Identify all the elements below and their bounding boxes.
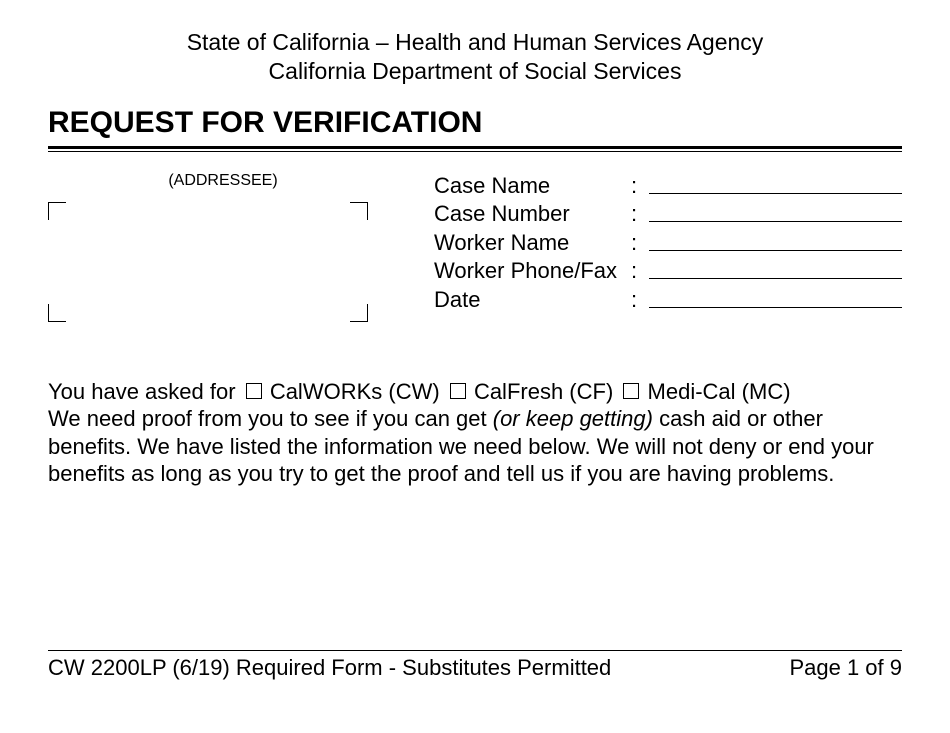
checkbox-medical[interactable] — [623, 383, 639, 399]
field-worker-phone: Worker Phone/Fax: — [434, 257, 902, 286]
form-title: REQUEST FOR VERIFICATION — [48, 106, 902, 140]
corner-icon — [48, 304, 66, 322]
footer: CW 2200LP (6/19) Required Form - Substit… — [48, 650, 902, 681]
case-fields: Case Name: Case Number: Worker Name: Wor… — [378, 172, 902, 315]
addressee-box — [48, 202, 368, 322]
page-number: Page 1 of 9 — [789, 655, 902, 681]
form-id: CW 2200LP (6/19) Required Form - Substit… — [48, 655, 611, 681]
agency-line: State of California – Health and Human S… — [48, 28, 902, 57]
field-label: Worker Name — [434, 229, 631, 258]
option-calfresh: CalFresh (CF) — [474, 379, 613, 404]
colon: : — [631, 257, 637, 286]
intro-text: You have asked for — [48, 379, 236, 404]
footer-rule — [48, 650, 902, 651]
body-text: You have asked for CalWORKs (CW) CalFres… — [48, 378, 902, 488]
colon: : — [631, 172, 637, 201]
colon: : — [631, 200, 637, 229]
field-case-number: Case Number: — [434, 200, 902, 229]
title-rule — [48, 146, 902, 152]
info-row: (ADDRESSEE) Case Name: Case Number: Work… — [48, 172, 902, 322]
corner-icon — [350, 304, 368, 322]
corner-icon — [48, 202, 66, 220]
option-calworks: CalWORKs (CW) — [270, 379, 440, 404]
checkbox-calworks[interactable] — [246, 383, 262, 399]
field-blank[interactable] — [649, 229, 902, 251]
field-blank[interactable] — [649, 286, 902, 308]
field-label: Case Number — [434, 200, 631, 229]
field-label: Worker Phone/Fax — [434, 257, 631, 286]
field-case-name: Case Name: — [434, 172, 902, 201]
field-label: Case Name — [434, 172, 631, 201]
department-line: California Department of Social Services — [48, 57, 902, 86]
field-worker-name: Worker Name: — [434, 229, 902, 258]
body-italic: (or keep getting) — [493, 406, 653, 431]
form-page: State of California – Health and Human S… — [0, 0, 950, 733]
field-blank[interactable] — [649, 200, 902, 222]
field-blank[interactable] — [649, 257, 902, 279]
field-date: Date: — [434, 286, 902, 315]
footer-row: CW 2200LP (6/19) Required Form - Substit… — [48, 655, 902, 681]
field-label: Date — [434, 286, 631, 315]
addressee-block: (ADDRESSEE) — [48, 172, 378, 322]
colon: : — [631, 286, 637, 315]
addressee-label: (ADDRESSEE) — [48, 172, 378, 190]
field-blank[interactable] — [649, 172, 902, 194]
checkbox-calfresh[interactable] — [450, 383, 466, 399]
body-line2a: We need proof from you to see if you can… — [48, 406, 493, 431]
colon: : — [631, 229, 637, 258]
option-medical: Medi-Cal (MC) — [648, 379, 791, 404]
corner-icon — [350, 202, 368, 220]
